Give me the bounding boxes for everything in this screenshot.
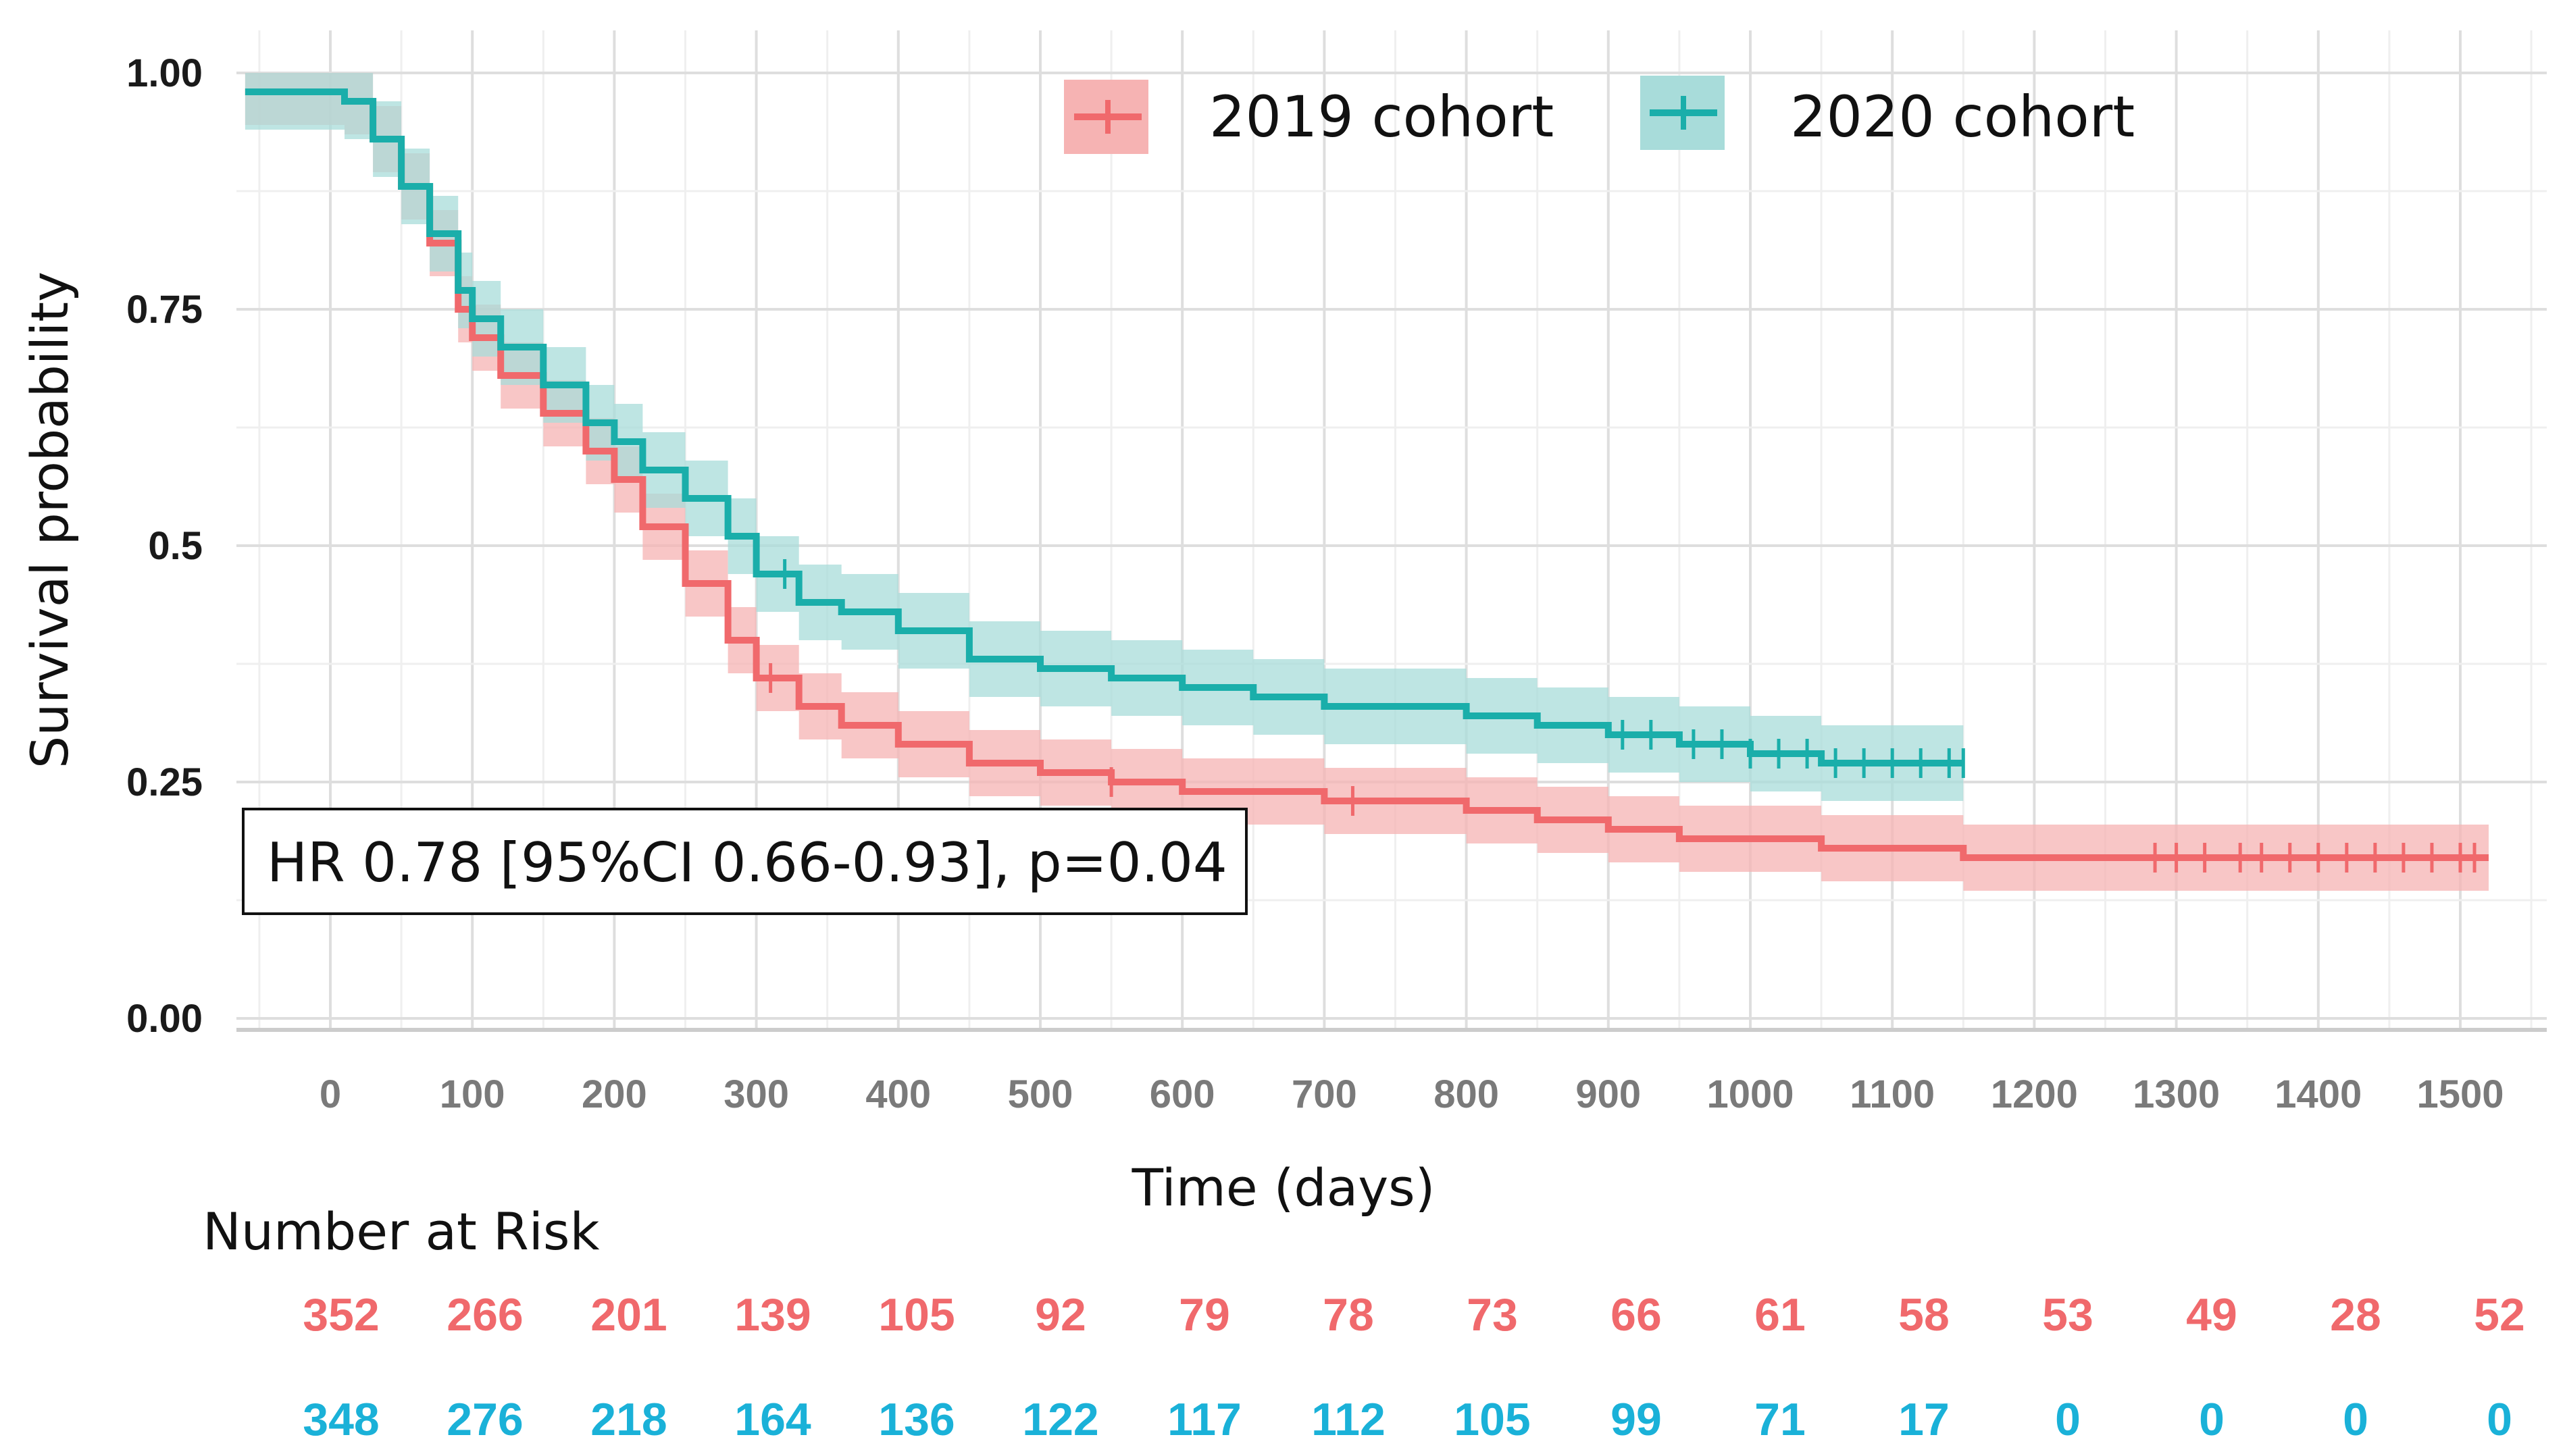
x-tick-label: 900 bbox=[1575, 1072, 1641, 1116]
risk-value: 73 bbox=[1467, 1289, 1518, 1341]
legend-label-2020: 2020 cohort bbox=[1790, 84, 2135, 150]
hr-annotation-frame bbox=[242, 808, 1248, 915]
x-tick-label: 1200 bbox=[1991, 1072, 2078, 1116]
risk-value: 164 bbox=[734, 1394, 811, 1445]
x-tick-label: 600 bbox=[1150, 1072, 1215, 1116]
risk-value: 71 bbox=[1754, 1394, 1806, 1445]
x-tick-label: 1400 bbox=[2275, 1072, 2362, 1116]
x-tick-label: 1100 bbox=[1850, 1072, 1935, 1116]
legend-label-2019: 2019 cohort bbox=[1209, 84, 1554, 150]
ci-band-2019-cohort bbox=[245, 73, 2489, 891]
x-tick-label: 0 bbox=[320, 1072, 341, 1116]
x-tick-label: 300 bbox=[723, 1072, 789, 1116]
x-tick-label: 500 bbox=[1008, 1072, 1073, 1116]
risk-value: 0 bbox=[2199, 1394, 2225, 1445]
risk-value: 122 bbox=[1022, 1394, 1098, 1445]
risk-value: 28 bbox=[2330, 1289, 2381, 1341]
y-tick-label: 0.25 bbox=[126, 760, 203, 804]
y-tick-label: 0.5 bbox=[148, 524, 203, 568]
risk-value: 78 bbox=[1323, 1289, 1374, 1341]
risk-table: 352 266 201 139 105 92 79 78 73 66 61 58 53 49 28 52 348… bbox=[303, 1289, 2525, 1445]
risk-value: 66 bbox=[1610, 1289, 1662, 1341]
y-axis-title: Survival probability bbox=[20, 271, 80, 769]
x-tick-label: 400 bbox=[865, 1072, 931, 1116]
risk-value: 117 bbox=[1167, 1394, 1242, 1445]
risk-value: 218 bbox=[590, 1394, 667, 1445]
y-tick-label: 1.00 bbox=[126, 51, 203, 95]
x-tick-label: 1000 bbox=[1706, 1072, 1794, 1116]
x-tick-label: 1300 bbox=[2133, 1072, 2220, 1116]
risk-value: 348 bbox=[303, 1394, 379, 1445]
risk-value: 61 bbox=[1754, 1289, 1806, 1341]
risk-value: 352 bbox=[303, 1289, 379, 1341]
risk-value: 0 bbox=[2055, 1394, 2081, 1445]
x-tick-label: 1500 bbox=[2416, 1072, 2504, 1116]
risk-value: 266 bbox=[447, 1289, 523, 1341]
risk-value: 139 bbox=[734, 1289, 811, 1341]
survival-curves bbox=[245, 88, 2489, 861]
risk-table-title: Number at Risk bbox=[203, 1201, 600, 1262]
x-tick-label: 200 bbox=[582, 1072, 647, 1116]
y-tick-labels: 0.00 0.25 0.5 0.75 1.00 bbox=[126, 51, 203, 1041]
legend: 2019 cohort 2020 cohort bbox=[1064, 76, 2135, 154]
risk-value: 136 bbox=[878, 1394, 955, 1445]
risk-value: 52 bbox=[2474, 1289, 2525, 1341]
survival-line-2019-cohort bbox=[245, 88, 2489, 861]
x-tick-label: 800 bbox=[1433, 1072, 1499, 1116]
risk-value: 112 bbox=[1311, 1394, 1386, 1445]
risk-value: 105 bbox=[1454, 1394, 1530, 1445]
risk-value: 79 bbox=[1179, 1289, 1230, 1341]
risk-value: 201 bbox=[590, 1289, 667, 1341]
risk-value: 53 bbox=[2042, 1289, 2093, 1341]
y-tick-label: 0.75 bbox=[126, 288, 203, 332]
censor-marks bbox=[769, 559, 2477, 873]
risk-value: 0 bbox=[2343, 1394, 2368, 1445]
x-tick-label: 100 bbox=[440, 1072, 505, 1116]
x-axis-title: Time (days) bbox=[1132, 1158, 1436, 1218]
hr-annotation-text: HR 0.78 [95%CI 0.66-0.93], p=0.04 bbox=[267, 831, 1227, 894]
risk-value: 92 bbox=[1035, 1289, 1086, 1341]
risk-value: 105 bbox=[878, 1289, 955, 1341]
y-tick-label: 0.00 bbox=[126, 997, 203, 1041]
hr-annotation-box: HR 0.78 [95%CI 0.66-0.93], p=0.04 bbox=[242, 808, 1248, 915]
survival-line-2020-cohort bbox=[245, 88, 1964, 766]
risk-value: 276 bbox=[447, 1394, 523, 1445]
x-tick-labels: 0 100 200 300 400 500 600 700 800 900 1000 1100 1200… bbox=[320, 1072, 2504, 1116]
risk-value: 58 bbox=[1898, 1289, 1950, 1341]
risk-value: 0 bbox=[2487, 1394, 2512, 1445]
risk-value: 49 bbox=[2186, 1289, 2237, 1341]
risk-value: 17 bbox=[1898, 1394, 1950, 1445]
x-tick-label: 700 bbox=[1292, 1072, 1357, 1116]
risk-value: 99 bbox=[1610, 1394, 1662, 1445]
